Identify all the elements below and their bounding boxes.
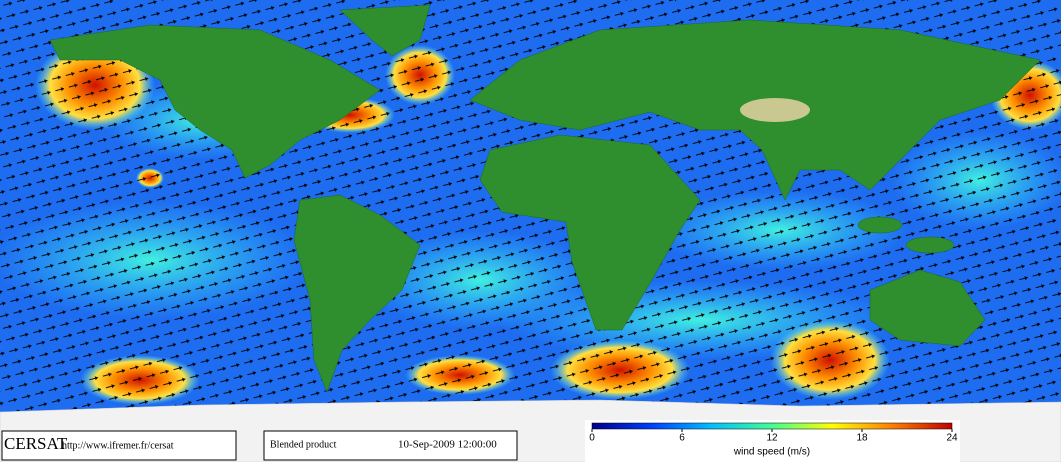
greenland: [339, 4, 431, 57]
colorbar-tick-label: 6: [679, 433, 685, 444]
legend-panel: CERSAT http://www.ifremer.fr/cersat Blen…: [1, 420, 960, 462]
product-box: [263, 430, 518, 461]
logo: CERSAT: [4, 434, 68, 453]
colorbar: 0 6 12 18 24 wind speed (m/s): [589, 422, 958, 458]
north-america: [49, 24, 381, 179]
product-label: Blended product: [270, 439, 337, 450]
africa: [479, 134, 701, 331]
colorbar-tick-label: 18: [856, 433, 868, 444]
australia: [869, 269, 986, 347]
colorbar-tick-label: 0: [589, 433, 595, 444]
south-america: [293, 194, 421, 393]
colorbar-gradient: [591, 422, 953, 430]
colorbar-tick-label: 24: [946, 433, 958, 444]
colorbar-label: wind speed (m/s): [733, 447, 810, 458]
source-box: [1, 430, 237, 461]
product-datetime: 10-Sep-2009 12:00:00: [398, 439, 497, 451]
colorbar-tick-label: 12: [766, 433, 778, 444]
url: http://www.ifremer.fr/cersat: [62, 440, 174, 451]
land: [0, 4, 1061, 462]
